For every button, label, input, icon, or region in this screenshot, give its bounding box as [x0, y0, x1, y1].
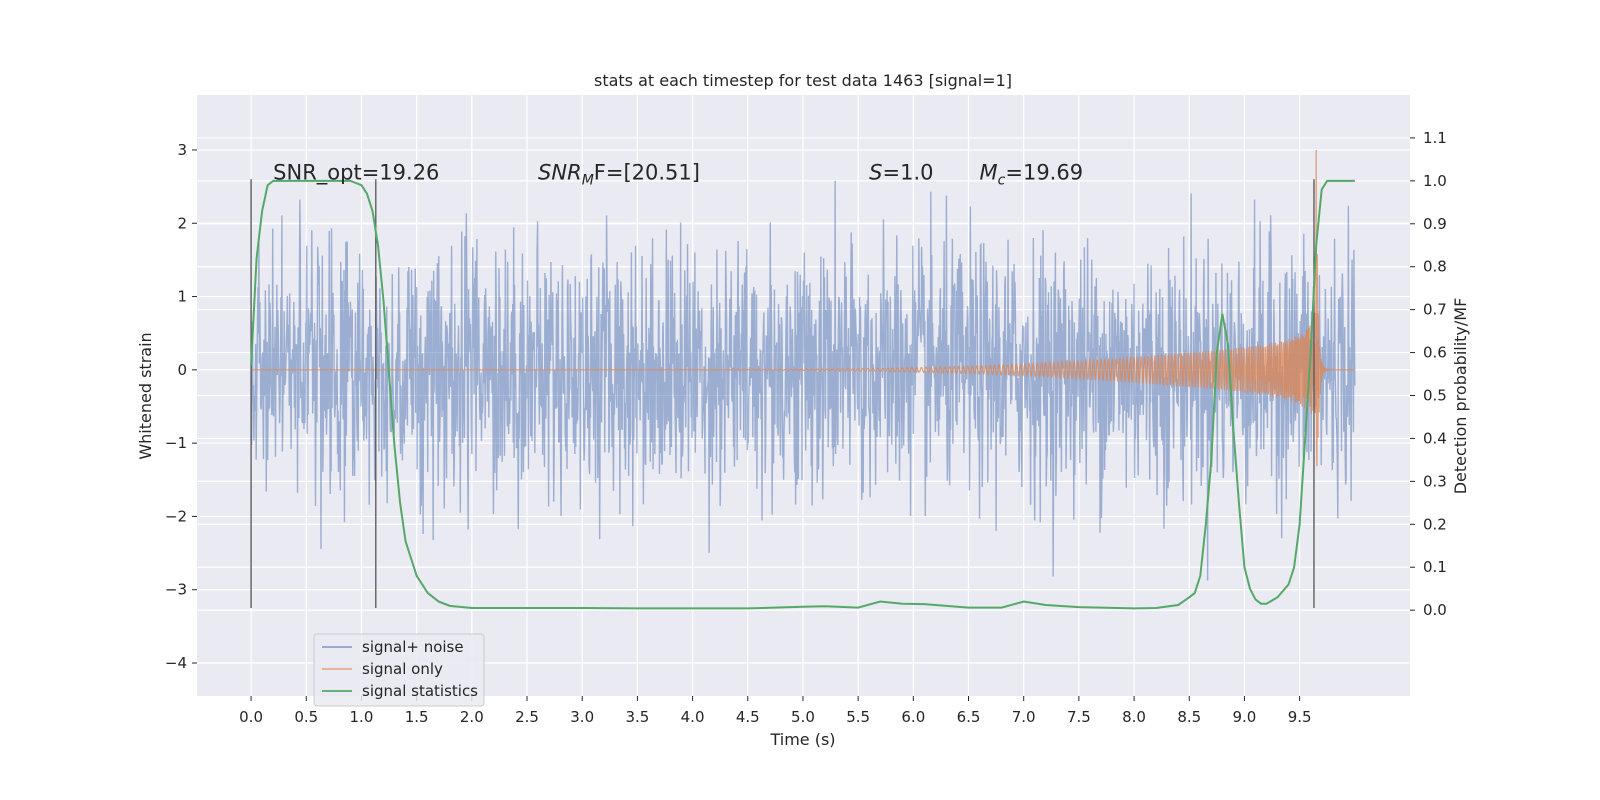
x-tick-label: 5.5	[846, 708, 870, 726]
x-axis-label: Time (s)	[769, 730, 835, 749]
x-tick-label: 9.0	[1233, 708, 1257, 726]
y-tick-label-left: 3	[177, 141, 187, 159]
signal-statistics-series	[250, 179, 1355, 610]
x-tick-label: 2.0	[460, 708, 484, 726]
annotations: SNR_opt=19.26 SNRMF=[20.51] S=1.0 Mc=19.69	[273, 160, 1083, 188]
y-tick-label-right: 0.3	[1423, 472, 1447, 490]
annotation-1: SNRMF=[20.51]	[538, 160, 700, 188]
y-tick-label-left: −4	[165, 654, 187, 672]
x-tick-label: 2.5	[515, 708, 539, 726]
legend-label: signal+ noise	[362, 638, 464, 656]
y-tick-label-left: −2	[165, 507, 187, 525]
x-tick-label: 3.0	[570, 708, 594, 726]
y-tick-label-left: −3	[165, 581, 187, 599]
legend: signal+ noise signal only signal statistic…	[313, 633, 485, 707]
legend-label: signal statistics	[362, 682, 478, 700]
y-tick-label-left: −1	[165, 434, 187, 452]
left-axis-label: Whitened strain	[136, 332, 155, 459]
annotation-2: S=1.0	[869, 160, 933, 184]
marker-lines	[250, 179, 1315, 609]
x-tick-label: 7.5	[1067, 708, 1091, 726]
x-tick-label: 4.5	[736, 708, 760, 726]
y-tick-label-left: 0	[177, 361, 187, 379]
annotation-3: Mc=19.69	[980, 160, 1084, 188]
x-tick-label: 1.0	[350, 708, 374, 726]
y-tick-label-left: 2	[177, 214, 187, 232]
x-tick-label: 0.0	[239, 708, 263, 726]
right-axis-ticks: 0.0 0.1 0.2 0.3 0.4 0.5 0.6 0.7 0.8 0.9 1.0 1.1	[1410, 129, 1447, 619]
x-axis-ticks: 0.0 0.5 1.0 1.5 2.0 2.5 3.0 3.5 4.0 4.5 5.0 5.5 6.0 6…	[239, 696, 1312, 726]
y-tick-label-right: 0.9	[1423, 215, 1447, 233]
x-tick-label: 7.0	[1012, 708, 1036, 726]
y-tick-label-right: 0.7	[1423, 301, 1447, 319]
x-tick-label: 1.5	[405, 708, 429, 726]
x-tick-label: 8.5	[1177, 708, 1201, 726]
y-tick-label-right: 0.0	[1423, 601, 1447, 619]
y-tick-label-right: 0.8	[1423, 258, 1447, 276]
left-axis-ticks: −4 −3 −2 −1 0 1 2 3	[165, 141, 197, 672]
x-tick-label: 6.0	[901, 708, 925, 726]
signal-statistics-line	[250, 179, 1355, 610]
x-tick-label: 5.0	[791, 708, 815, 726]
y-tick-label-right: 1.0	[1423, 172, 1447, 190]
x-tick-label: 8.0	[1122, 708, 1146, 726]
right-axis-label: Detection probability/MF	[1451, 298, 1470, 495]
x-tick-label: 4.0	[681, 708, 705, 726]
legend-label: signal only	[362, 660, 443, 678]
y-tick-label-left: 1	[177, 288, 187, 306]
x-tick-label: 3.5	[625, 708, 649, 726]
x-tick-label: 6.5	[957, 708, 981, 726]
y-tick-label-right: 0.2	[1423, 515, 1447, 533]
signal-only-line	[251, 149, 1355, 467]
x-tick-label: 9.5	[1288, 708, 1312, 726]
annotation-0: SNR_opt=19.26	[273, 160, 439, 185]
signal-noise-line	[250, 180, 1356, 581]
y-tick-label-right: 0.5	[1423, 387, 1447, 405]
y-tick-label-right: 0.1	[1423, 558, 1447, 576]
y-tick-label-right: 1.1	[1423, 129, 1447, 147]
x-tick-label: 0.5	[294, 708, 318, 726]
signal-only-series	[251, 149, 1355, 467]
legend-box	[313, 633, 485, 707]
y-tick-label-right: 0.6	[1423, 344, 1447, 362]
chart-title: stats at each timestep for test data 146…	[594, 71, 1012, 90]
y-tick-label-right: 0.4	[1423, 429, 1447, 447]
signal-noise-series	[250, 180, 1356, 581]
